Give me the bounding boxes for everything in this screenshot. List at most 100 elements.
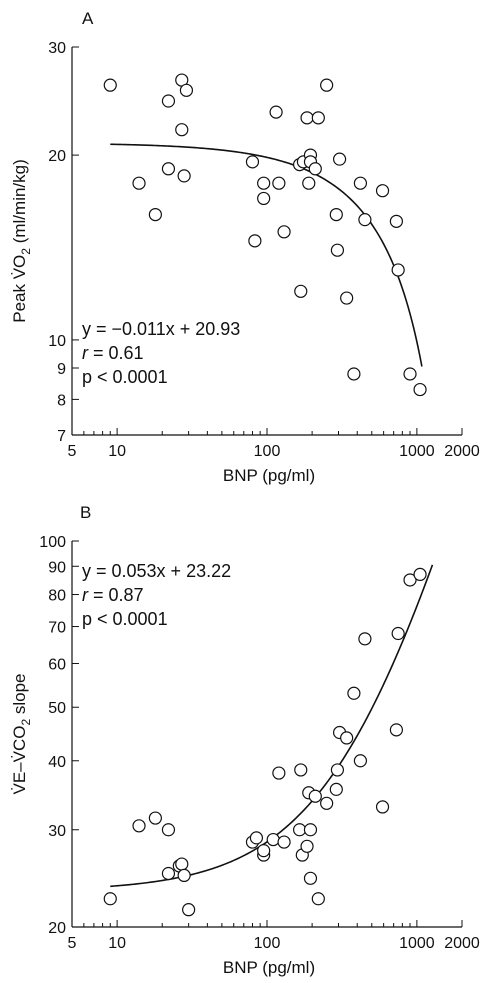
data-point <box>330 763 345 777</box>
y-axis-label: V̇E–V̇CO2 slope <box>10 673 33 794</box>
y-tick-label: 20 <box>48 148 66 165</box>
x-tick-label: 100 <box>254 443 281 460</box>
y-tick-label: 8 <box>57 392 66 409</box>
x-tick-label: 10 <box>108 935 126 952</box>
data-point <box>177 169 191 183</box>
data-point <box>272 176 286 190</box>
data-point <box>303 871 318 885</box>
y-tick-label: 100 <box>39 534 66 551</box>
p-value: p < 0.0001 <box>82 367 168 387</box>
data-point <box>292 823 307 837</box>
data-point <box>375 184 390 198</box>
data-point <box>294 763 308 777</box>
panel-b: B 5 10 100 1000 2000 20 30 40 50 60 70 80 90 100 BNP (p… <box>10 503 480 977</box>
data-point <box>330 243 345 257</box>
data-point <box>347 686 361 700</box>
data-point <box>245 155 260 169</box>
regression-equation: y = 0.053x + 23.22 <box>82 561 231 581</box>
y-tick-label: 90 <box>48 559 66 576</box>
x-tick-label: 2000 <box>444 443 480 460</box>
panel-label: B <box>80 503 91 522</box>
data-point <box>308 789 322 803</box>
data-point <box>340 291 354 305</box>
data-point <box>257 176 271 190</box>
data-point <box>103 892 117 906</box>
data-point <box>303 823 318 837</box>
x-tick-label: 5 <box>68 443 77 460</box>
data-point <box>375 800 390 814</box>
data-point <box>353 176 368 190</box>
panel-a: A 5 10 100 1000 2000 7 8 9 10 20 30 BNP (pg/ml) Peak … <box>10 9 480 485</box>
data-point <box>413 567 427 581</box>
x-axis-label: BNP (pg/ml) <box>223 466 315 485</box>
data-point <box>389 723 403 737</box>
y-tick-label: 50 <box>48 700 66 717</box>
data-point <box>132 176 146 190</box>
data-point <box>148 207 162 222</box>
p-value: p < 0.0001 <box>82 609 168 629</box>
y-tick-label: 80 <box>48 588 66 605</box>
data-point <box>391 263 405 277</box>
x-axis-label: BNP (pg/ml) <box>223 958 315 977</box>
data-point <box>332 152 347 166</box>
data-point <box>249 831 264 845</box>
x-tick-label: 2000 <box>444 935 480 952</box>
data-point <box>182 903 196 917</box>
y-tick-label: 9 <box>57 361 66 378</box>
data-point <box>266 832 280 847</box>
data-point <box>103 78 117 92</box>
x-tick-label: 5 <box>68 935 77 952</box>
data-point <box>161 162 176 176</box>
data-point <box>161 866 176 881</box>
data-point <box>389 214 403 228</box>
data-point <box>340 731 354 745</box>
data-point <box>272 766 286 780</box>
correlation-coefficient: r = 0.61 <box>82 343 144 363</box>
y-tick-label: 20 <box>48 920 66 937</box>
data-point <box>277 225 291 239</box>
data-point <box>257 844 271 858</box>
data-point <box>175 123 189 137</box>
data-point <box>308 162 322 176</box>
data-point <box>403 367 417 381</box>
data-point <box>358 213 372 227</box>
data-point <box>248 234 262 248</box>
data-point <box>300 839 314 853</box>
y-axis-label: Peak V̇O2 (ml/min/kg) <box>10 159 33 323</box>
data-point <box>413 382 427 397</box>
data-point <box>353 754 368 768</box>
data-point <box>311 892 325 906</box>
panel-label: A <box>82 9 94 28</box>
data-point <box>177 868 191 883</box>
data-point <box>358 632 372 646</box>
data-point <box>403 573 417 587</box>
y-tick-label: 30 <box>48 40 66 57</box>
data-point <box>302 176 316 190</box>
data-point <box>347 367 361 381</box>
data-point <box>175 857 189 871</box>
correlation-coefficient: r = 0.87 <box>82 585 144 605</box>
data-point <box>269 105 283 119</box>
y-tick-label: 10 <box>48 333 66 350</box>
x-tick-label: 10 <box>108 443 126 460</box>
data-point <box>311 111 325 125</box>
data-point <box>391 626 405 641</box>
data-point <box>161 94 176 108</box>
y-tick-label: 7 <box>57 428 66 445</box>
x-tick-label: 100 <box>254 935 281 952</box>
y-tick-label: 60 <box>48 657 66 674</box>
y-tick-label: 40 <box>48 754 66 771</box>
y-tick-label: 30 <box>48 823 66 840</box>
data-point <box>320 78 334 92</box>
data-point <box>161 823 176 837</box>
data-point <box>179 83 194 97</box>
data-point <box>132 819 146 833</box>
data-point <box>329 782 343 796</box>
data-point <box>300 111 314 125</box>
data-point <box>277 835 291 849</box>
data-point <box>148 811 162 825</box>
regression-equation: y = −0.011x + 20.93 <box>82 319 240 339</box>
x-tick-label: 1000 <box>399 443 435 460</box>
x-tick-label: 1000 <box>399 935 435 952</box>
